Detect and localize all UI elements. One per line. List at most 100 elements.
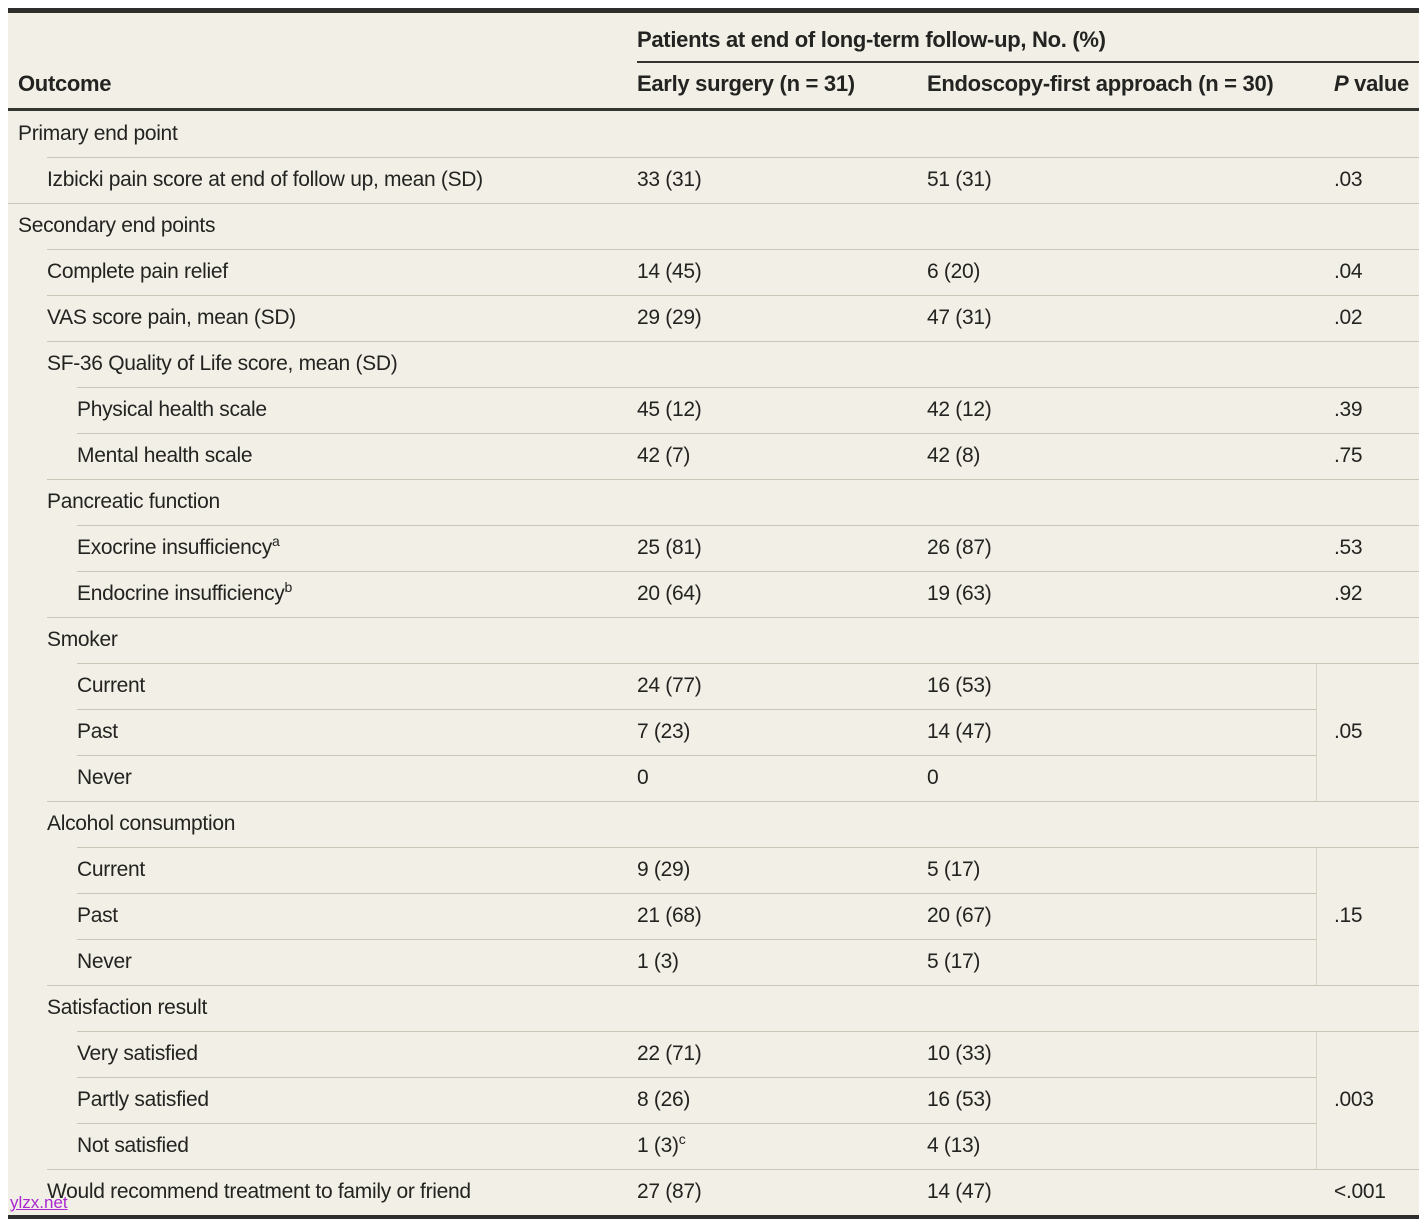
- outcome-cell: Smoker: [8, 617, 628, 663]
- footnote-marker: c: [678, 1131, 686, 1147]
- early-surgery-cell: [628, 110, 918, 158]
- early-surgery-cell: 20 (64): [628, 571, 918, 617]
- p-value-cell: .39: [1316, 387, 1419, 433]
- table-row: Would recommend treatment to family or f…: [8, 1169, 1419, 1215]
- table-row: Primary end point: [8, 110, 1419, 158]
- p-value-cell: .03: [1316, 157, 1419, 203]
- early-surgery-cell: [628, 617, 918, 663]
- p-value-cell: .003: [1316, 1031, 1419, 1169]
- outcomes-table: Patients at end of long-term follow-up, …: [8, 13, 1419, 1215]
- outcome-cell: Never: [8, 939, 628, 985]
- outcomes-table-card: Patients at end of long-term follow-up, …: [8, 8, 1419, 1219]
- table-row: Partly satisfied 8 (26) 16 (53): [8, 1077, 1419, 1123]
- outcome-cell: VAS score pain, mean (SD): [8, 295, 628, 341]
- early-surgery-cell: 8 (26): [628, 1077, 918, 1123]
- p-value-cell: [1316, 203, 1419, 249]
- early-surgery-column-header: Early surgery (n = 31): [628, 63, 918, 111]
- early-surgery-cell: [628, 203, 918, 249]
- p-value-column-header: P value: [1316, 63, 1419, 111]
- endoscopy-first-cell: 16 (53): [918, 1077, 1316, 1123]
- spanner-spacer: [8, 13, 628, 63]
- table-row: Satisfaction result: [8, 985, 1419, 1031]
- endoscopy-first-cell: [918, 985, 1316, 1031]
- spanner-row: Patients at end of long-term follow-up, …: [8, 13, 1419, 63]
- outcome-cell: Past: [8, 893, 628, 939]
- outcome-cell: Satisfaction result: [8, 985, 628, 1031]
- endoscopy-first-cell: [918, 203, 1316, 249]
- endoscopy-first-cell: 42 (12): [918, 387, 1316, 433]
- p-value-cell: .02: [1316, 295, 1419, 341]
- p-value-cell: .15: [1316, 847, 1419, 985]
- column-group-header: Patients at end of long-term follow-up, …: [637, 27, 1419, 63]
- table-row: Endocrine insufficiencyb 20 (64) 19 (63) .9…: [8, 571, 1419, 617]
- p-value-cell: .04: [1316, 249, 1419, 295]
- endoscopy-first-cell: 19 (63): [918, 571, 1316, 617]
- table-row: VAS score pain, mean (SD) 29 (29) 47 (31).…: [8, 295, 1419, 341]
- table-row: Complete pain relief 14 (45) 6 (20) .04: [8, 249, 1419, 295]
- p-value-header-rest: value: [1348, 71, 1409, 96]
- table-row: Very satisfied 22 (71) 10 (33) .003: [8, 1031, 1419, 1158]
- outcome-cell: Would recommend treatment to family or f…: [8, 1169, 628, 1215]
- p-value-cell: .05: [1316, 663, 1419, 801]
- endoscopy-first-cell: 6 (20): [918, 249, 1316, 295]
- endoscopy-first-cell: 0: [918, 755, 1316, 801]
- endoscopy-first-cell: 42 (8): [918, 433, 1316, 479]
- table-top-rule: [8, 8, 1419, 13]
- endoscopy-first-cell: 14 (47): [918, 709, 1316, 755]
- p-value-cell: .75: [1316, 433, 1419, 479]
- outcome-column-header: Outcome: [8, 63, 628, 111]
- endoscopy-first-cell: 16 (53): [918, 663, 1316, 709]
- early-surgery-cell: 27 (87): [628, 1169, 918, 1215]
- p-value-header-italic-p: P: [1334, 71, 1349, 96]
- outcome-cell: Past: [8, 709, 628, 755]
- early-surgery-cell: 29 (29): [628, 295, 918, 341]
- table-bottom-rule: [8, 1215, 1419, 1219]
- column-group-header-cell: Patients at end of long-term follow-up, …: [628, 13, 1419, 63]
- p-value-cell: [1316, 341, 1419, 387]
- table-row: Mental health scale 42 (7) 42 (8) .75: [8, 433, 1419, 479]
- table-row: Never 0 0: [8, 755, 1419, 801]
- outcome-cell: Alcohol consumption: [8, 801, 628, 847]
- p-value-cell: [1316, 617, 1419, 663]
- table-row: Past 21 (68) 20 (67): [8, 893, 1419, 939]
- p-value-cell: [1316, 985, 1419, 1031]
- table-row: Never 1 (3) 5 (17): [8, 939, 1419, 985]
- endoscopy-first-cell: 26 (87): [918, 525, 1316, 571]
- endoscopy-first-cell: 5 (17): [918, 847, 1316, 893]
- table-row: Exocrine insufficiencya 25 (81) 26 (87) .53: [8, 525, 1419, 571]
- early-surgery-cell: 42 (7): [628, 433, 918, 479]
- watermark-link[interactable]: ylzx.net: [10, 1193, 68, 1212]
- table-row: Current 9 (29) 5 (17) .15: [8, 847, 1419, 974]
- outcome-cell: Physical health scale: [8, 387, 628, 433]
- early-surgery-cell: 1 (3): [628, 939, 918, 985]
- early-surgery-cell: 45 (12): [628, 387, 918, 433]
- outcome-cell: Complete pain relief: [8, 249, 628, 295]
- outcome-cell: Exocrine insufficiencya: [8, 525, 628, 571]
- endoscopy-first-cell: 5 (17): [918, 939, 1316, 985]
- table-row: Secondary end points: [8, 203, 1419, 249]
- p-value-cell: <.001: [1316, 1169, 1419, 1215]
- early-surgery-cell: [628, 985, 918, 1031]
- outcome-cell: Current: [8, 663, 628, 709]
- table-row: Not satisfied 1 (3)c 4 (13): [8, 1123, 1419, 1169]
- outcome-cell: Primary end point: [18, 122, 178, 145]
- early-surgery-cell: 25 (81): [628, 525, 918, 571]
- table-row: Past 7 (23) 14 (47): [8, 709, 1419, 755]
- endoscopy-first-cell: 10 (33): [918, 1031, 1316, 1077]
- early-surgery-cell: [628, 341, 918, 387]
- outcome-cell: Not satisfied: [8, 1123, 628, 1169]
- early-surgery-cell: [628, 479, 918, 525]
- early-surgery-cell: 0: [628, 755, 918, 801]
- outcome-cell: Never: [8, 755, 628, 801]
- endoscopy-first-cell: 20 (67): [918, 893, 1316, 939]
- p-value-cell: [1316, 801, 1419, 847]
- early-surgery-cell: 14 (45): [628, 249, 918, 295]
- early-surgery-cell: 1 (3)c: [628, 1123, 918, 1169]
- early-surgery-cell: 33 (31): [628, 157, 918, 203]
- footnote-marker: a: [271, 533, 280, 549]
- endoscopy-first-cell: [918, 479, 1316, 525]
- p-value-cell: .92: [1316, 571, 1419, 617]
- endoscopy-first-cell: 4 (13): [918, 1123, 1316, 1169]
- outcome-cell: Izbicki pain score at end of follow up, …: [8, 157, 628, 203]
